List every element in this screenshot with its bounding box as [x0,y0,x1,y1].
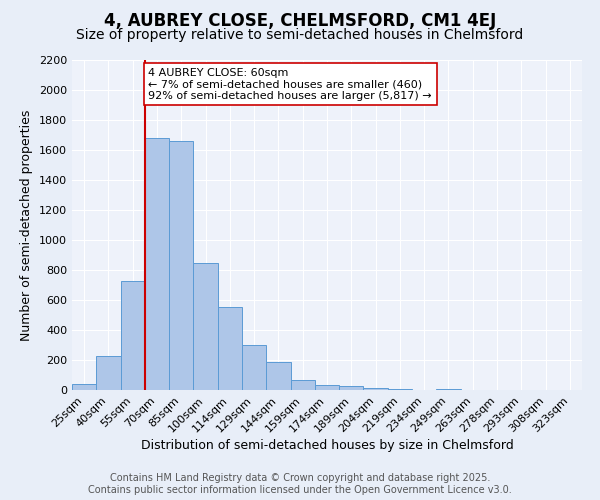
Bar [193,263,218,390]
Bar [242,345,266,390]
Bar [218,306,242,390]
Bar [121,280,145,390]
Bar [339,386,364,390]
Y-axis label: Number of semi-detached properties: Number of semi-detached properties [20,110,34,340]
Bar [290,380,315,390]
Text: Size of property relative to semi-detached houses in Chelmsford: Size of property relative to semi-detach… [76,28,524,42]
Text: 4, AUBREY CLOSE, CHELMSFORD, CM1 4EJ: 4, AUBREY CLOSE, CHELMSFORD, CM1 4EJ [104,12,496,30]
Bar [145,138,169,390]
X-axis label: Distribution of semi-detached houses by size in Chelmsford: Distribution of semi-detached houses by … [140,440,514,452]
Bar [169,141,193,390]
Bar [436,388,461,390]
Bar [315,385,339,390]
Text: Contains HM Land Registry data © Crown copyright and database right 2025.
Contai: Contains HM Land Registry data © Crown c… [88,474,512,495]
Bar [364,388,388,390]
Bar [266,362,290,390]
Text: 4 AUBREY CLOSE: 60sqm
← 7% of semi-detached houses are smaller (460)
92% of semi: 4 AUBREY CLOSE: 60sqm ← 7% of semi-detac… [149,68,432,100]
Bar [388,388,412,390]
Bar [96,356,121,390]
Bar [72,384,96,390]
